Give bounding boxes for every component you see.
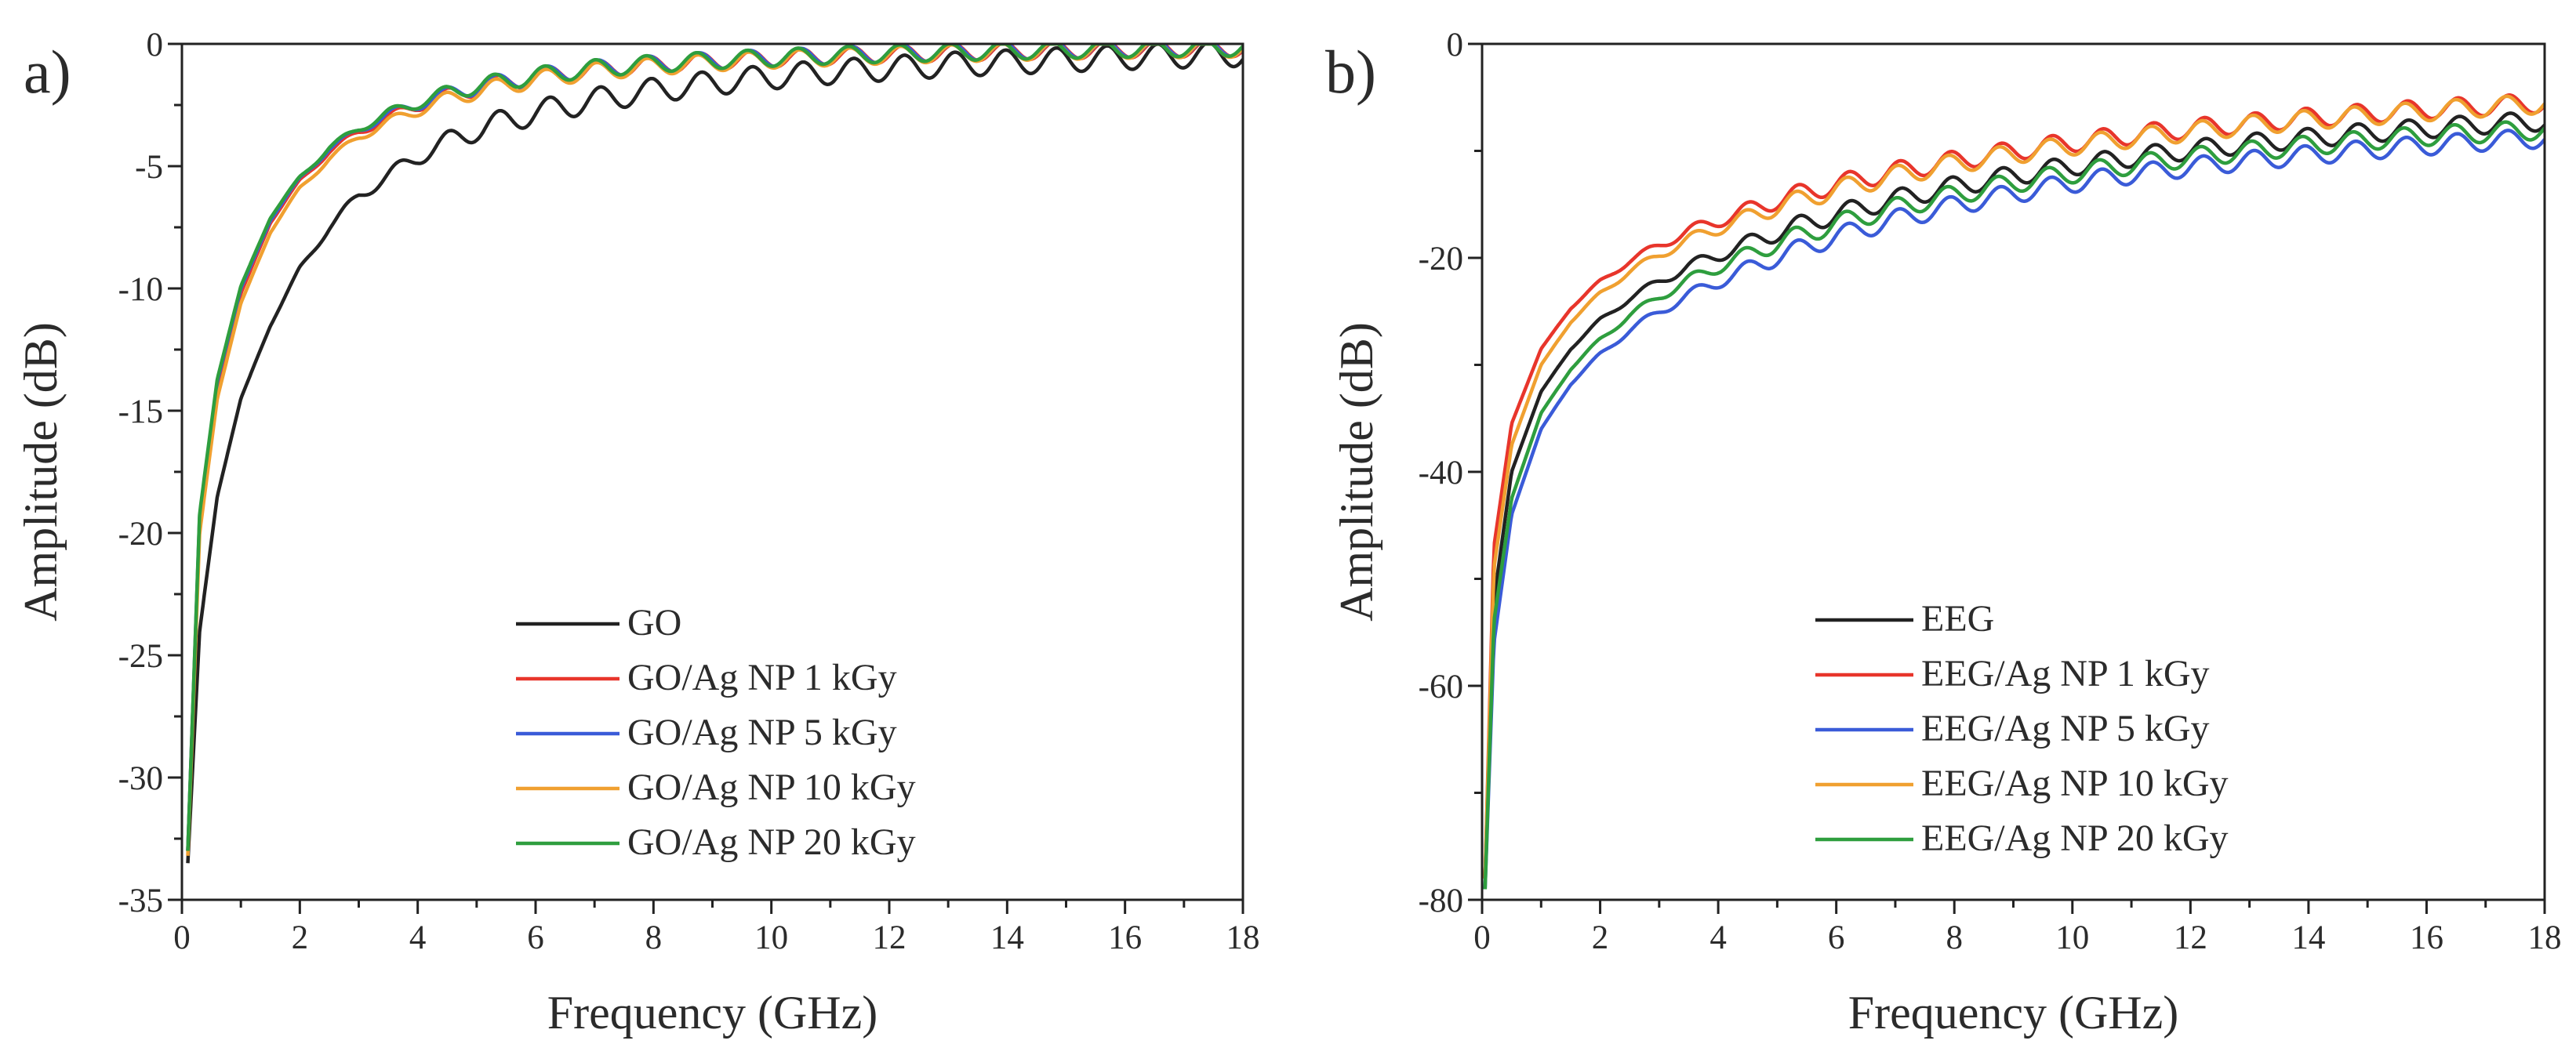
x-tick-label: 10 xyxy=(754,919,788,956)
x-tick-label: 14 xyxy=(2291,919,2325,956)
panel-a-chart: 0 2 4 6 8 10 12 14 16 18 0 -5 -10 -15 -20 -25 -30 -35 Freq… xyxy=(15,27,1260,1039)
x-tick-label: 16 xyxy=(2410,919,2443,956)
x-tick-label: 18 xyxy=(1226,919,1260,956)
legend-label: GO/Ag NP 20 kGy xyxy=(627,821,916,863)
panel-label: a) xyxy=(24,38,71,106)
panel-b-chart: 0 2 4 6 8 10 12 14 16 18 0 -20 -40 -60 -80 Frequency (G… xyxy=(1325,27,2562,1039)
x-tick-label: 16 xyxy=(1108,919,1142,956)
y-axis-title: Amplitude (dB) xyxy=(15,322,67,622)
x-tick-label: 8 xyxy=(1946,919,1963,956)
legend-label: GO/Ag NP 10 kGy xyxy=(627,767,916,808)
legend-label: GO/Ag NP 1 kGy xyxy=(627,657,897,698)
y-tick-label: -5 xyxy=(135,149,163,186)
x-tick-label: 2 xyxy=(292,919,309,956)
series-line-eeg-ag-np-20-kgy xyxy=(1483,120,2545,890)
y-tick-label: 0 xyxy=(147,27,164,63)
legend-label: EEG/Ag NP 5 kGy xyxy=(1921,708,2210,749)
legend-label: GO/Ag NP 5 kGy xyxy=(627,712,897,753)
legend: EEG EEG/Ag NP 1 kGy EEG/Ag NP 5 kGy EEG/Ag … xyxy=(1815,598,2229,859)
x-tick-label: 12 xyxy=(873,919,907,956)
x-tick-label: 14 xyxy=(990,919,1024,956)
x-tick-label: 10 xyxy=(2055,919,2089,956)
legend: GO GO/Ag NP 1 kGy GO/Ag NP 5 kGy GO/Ag NP 1… xyxy=(516,602,916,863)
y-tick-label: 0 xyxy=(1447,27,1464,63)
legend-label: EEG/Ag NP 1 kGy xyxy=(1921,653,2210,694)
x-tick-label: 18 xyxy=(2528,919,2562,956)
x-tick-label: 6 xyxy=(527,919,544,956)
x-tick-label: 8 xyxy=(645,919,663,956)
series-line-eeg-ag-np-1-kgy xyxy=(1483,93,2545,879)
x-tick-label: 0 xyxy=(173,919,191,956)
y-tick-label: -30 xyxy=(118,760,163,797)
x-tick-label: 12 xyxy=(2174,919,2207,956)
series-line-eeg-ag-np-10-kgy xyxy=(1483,94,2545,879)
y-tick-label: -10 xyxy=(118,271,163,308)
y-tick-label: -25 xyxy=(118,638,163,675)
x-tick-label: 4 xyxy=(1709,919,1727,956)
y-tick-label: -20 xyxy=(118,516,163,553)
x-tick-label: 6 xyxy=(1828,919,1845,956)
legend-label: EEG/Ag NP 10 kGy xyxy=(1921,763,2229,804)
y-tick-label: -15 xyxy=(118,393,163,430)
y-tick-label: -20 xyxy=(1419,241,1463,277)
y-tick-label: -35 xyxy=(118,883,163,919)
x-tick-label: 4 xyxy=(409,919,427,956)
x-axis-title: Frequency (GHz) xyxy=(1848,987,2179,1039)
legend-label: EEG/Ag NP 20 kGy xyxy=(1921,818,2229,859)
y-tick-label: -80 xyxy=(1419,883,1463,919)
x-axis-title: Frequency (GHz) xyxy=(547,987,878,1039)
legend-label: EEG xyxy=(1921,598,1994,640)
series-line-eeg xyxy=(1483,111,2545,879)
panel-label: b) xyxy=(1325,38,1376,106)
series-line-go xyxy=(186,44,1243,864)
legend-label: GO xyxy=(627,602,681,644)
series-line-go-ag-np-20-kgy xyxy=(186,44,1243,851)
series-line-eeg-ag-np-5-kgy xyxy=(1483,129,2545,890)
y-axis-title: Amplitude (dB) xyxy=(1331,322,1382,622)
y-tick-label: -40 xyxy=(1419,455,1463,491)
x-tick-label: 2 xyxy=(1592,919,1609,956)
y-tick-label: -60 xyxy=(1419,669,1463,705)
x-tick-label: 0 xyxy=(1473,919,1491,956)
